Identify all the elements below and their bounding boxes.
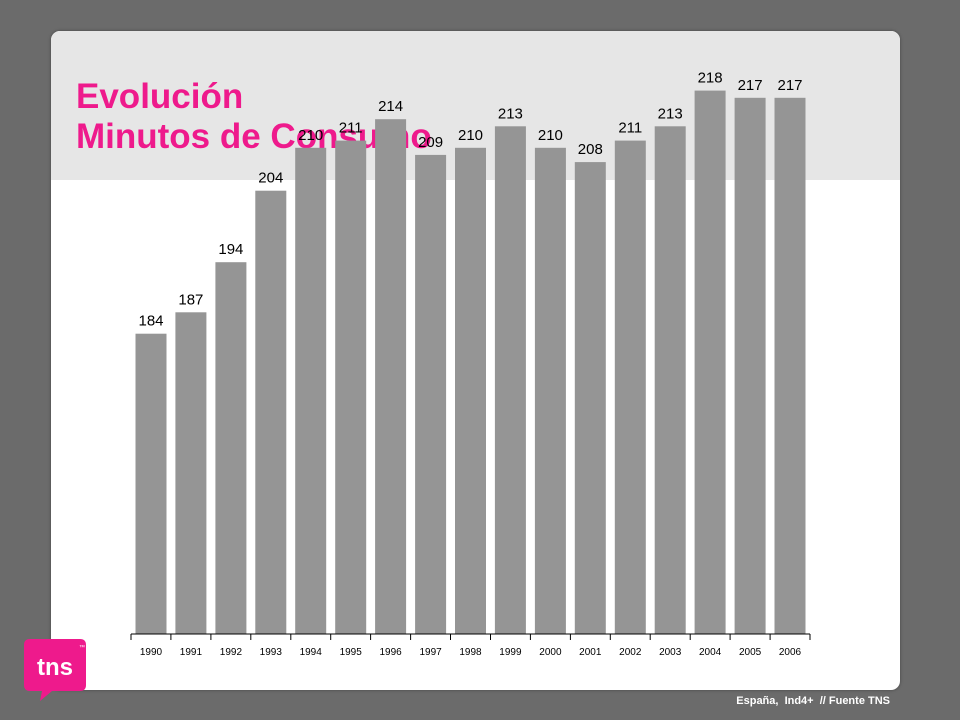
data-label-1999: 213 bbox=[498, 105, 523, 122]
data-label-1997: 209 bbox=[418, 134, 443, 151]
x-tick-label-2004: 2004 bbox=[699, 647, 722, 658]
data-label-1998: 210 bbox=[458, 127, 483, 144]
bar-2004 bbox=[694, 90, 726, 635]
bar-2003 bbox=[654, 126, 686, 635]
x-tick-label-2001: 2001 bbox=[579, 647, 602, 658]
x-tick-label-1998: 1998 bbox=[459, 647, 482, 658]
x-tick-label-1993: 1993 bbox=[260, 647, 283, 658]
logo-trademark: ™ bbox=[79, 644, 85, 651]
x-tick-label-2002: 2002 bbox=[619, 647, 642, 658]
bar-1990 bbox=[135, 333, 167, 634]
x-tick-label-1996: 1996 bbox=[379, 647, 402, 658]
bar-chart: 184 187 194 204 210 211 214 209 210 213 210 208 211 2… bbox=[130, 70, 811, 658]
title-line-1: Evolución bbox=[76, 77, 244, 116]
data-label-1991: 187 bbox=[178, 291, 203, 308]
data-label-2006: 217 bbox=[777, 77, 802, 94]
bar-1993 bbox=[255, 190, 287, 634]
bar-1998 bbox=[455, 147, 486, 635]
data-label-1996: 214 bbox=[378, 98, 403, 115]
bar-1997 bbox=[415, 154, 447, 634]
data-label-1993: 204 bbox=[258, 170, 283, 187]
source-footnote: España, Ind4+ // Fuente TNS bbox=[736, 695, 890, 707]
slide-panel: Evolución Minutos de Consumo 184 187 194 20… bbox=[51, 31, 900, 690]
bar-1996 bbox=[375, 119, 407, 634]
bar-1995 bbox=[335, 140, 367, 634]
bar-1992 bbox=[215, 262, 247, 634]
bar-2006 bbox=[774, 97, 806, 635]
data-label-1994: 210 bbox=[298, 127, 323, 144]
x-tick-label-2000: 2000 bbox=[539, 647, 562, 658]
bar-1991 bbox=[175, 312, 207, 635]
x-tick-label-1995: 1995 bbox=[340, 647, 363, 658]
data-label-2001: 208 bbox=[578, 141, 603, 158]
data-label-2004: 218 bbox=[698, 70, 723, 87]
x-tick-label-1990: 1990 bbox=[140, 647, 163, 658]
bar-1994 bbox=[295, 147, 327, 635]
data-label-2003: 213 bbox=[658, 105, 683, 122]
x-tick-label-1991: 1991 bbox=[180, 647, 203, 658]
bar-2000 bbox=[534, 147, 566, 635]
x-tick-label-2005: 2005 bbox=[739, 647, 762, 658]
bar-2002 bbox=[614, 140, 646, 634]
x-tick-label-1992: 1992 bbox=[220, 647, 243, 658]
bar-1999 bbox=[494, 126, 526, 635]
data-label-1995: 211 bbox=[339, 120, 363, 137]
tns-logo: tns ™ bbox=[24, 639, 86, 701]
title-line-2: Minutos de Consumo bbox=[76, 117, 432, 156]
x-tick-label-1999: 1999 bbox=[499, 647, 522, 658]
bar-2001 bbox=[574, 162, 606, 634]
x-tick-label-1997: 1997 bbox=[419, 647, 442, 658]
data-label-1992: 194 bbox=[218, 241, 243, 258]
x-tick-label-2003: 2003 bbox=[659, 647, 682, 658]
bar-2005 bbox=[734, 97, 766, 635]
data-label-2005: 217 bbox=[738, 77, 763, 94]
data-label-1990: 184 bbox=[138, 313, 163, 330]
data-label-2002: 211 bbox=[618, 120, 642, 137]
x-tick-label-2006: 2006 bbox=[779, 647, 802, 658]
logo-text: tns bbox=[37, 654, 73, 681]
x-tick-label-1994: 1994 bbox=[300, 647, 323, 658]
page-title: Evolución Minutos de Consumo bbox=[76, 77, 432, 157]
data-label-2000: 210 bbox=[538, 127, 563, 144]
